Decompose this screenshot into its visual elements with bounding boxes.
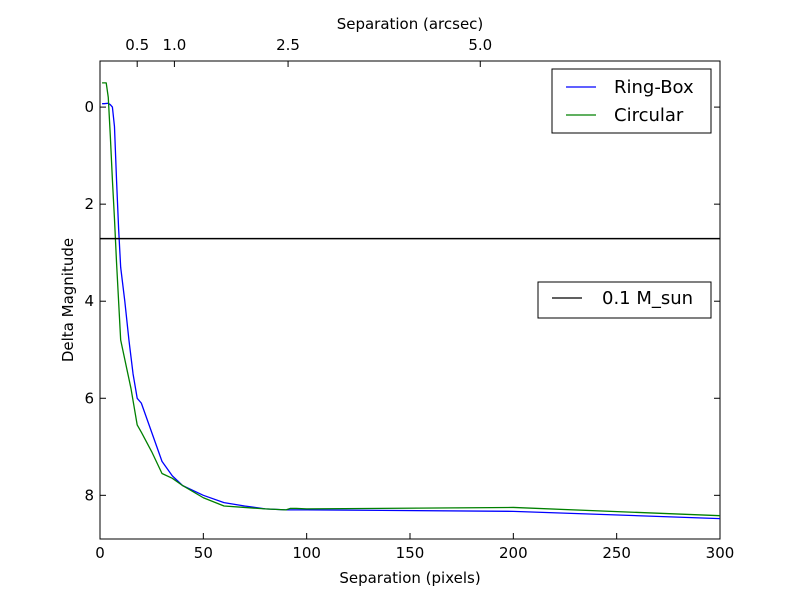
x-tick-label: 250 [602,544,631,562]
legend-series: Ring-Box Circular [551,68,712,134]
top-axis-label: Separation (arcsec) [337,15,484,33]
y-axis-label: Delta Magnitude [59,238,77,362]
y-tick-label: 4 [84,292,94,310]
legend-circular-label: Circular [614,105,684,126]
legend-ring-box-label: Ring-Box [614,77,694,98]
x-tick-label: 150 [396,544,425,562]
legend-reference: 0.1 M_sun [537,281,712,319]
top-tick-label: 0.5 [125,36,149,54]
y-tick-label: 0 [84,98,94,116]
x-axis-ticks: 0 50 100 150 200 250 300 [95,533,735,562]
legend-reference-label: 0.1 M_sun [602,288,693,309]
x-tick-label: 50 [194,544,213,562]
legend-series-frame [551,68,712,134]
y-tick-label: 8 [84,486,94,504]
legend-reference-frame [537,281,712,319]
x-tick-label: 300 [706,544,735,562]
top-tick-label: 5.0 [468,36,492,54]
top-tick-label: 1.0 [162,36,186,54]
y-tick-label: 2 [84,195,94,213]
x-tick-label: 100 [292,544,321,562]
y-axis-ticks: 0 2 4 6 8 [84,98,720,504]
x-tick-label: 0 [95,544,105,562]
x-axis-label: Separation (pixels) [339,569,480,587]
y-tick-label: 6 [84,389,94,407]
top-tick-label: 2.5 [276,36,300,54]
series-layer [102,82,720,520]
top-axis-ticks: 0.5 1.0 2.5 5.0 [125,36,492,67]
x-tick-label: 200 [499,544,528,562]
series-line-circular [102,82,720,517]
